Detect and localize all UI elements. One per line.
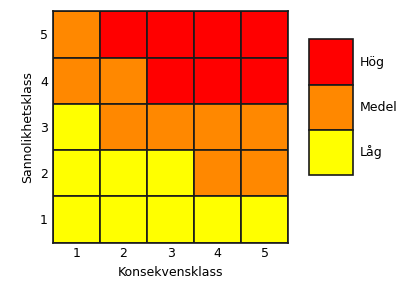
- Bar: [100, 58, 147, 104]
- Bar: [194, 11, 241, 58]
- Bar: [241, 150, 288, 196]
- Bar: [241, 11, 288, 58]
- Bar: [147, 11, 194, 58]
- Bar: [241, 58, 288, 104]
- Bar: [308, 39, 352, 85]
- Y-axis label: Sannolikhetsklass: Sannolikhetsklass: [21, 71, 34, 183]
- Bar: [241, 104, 288, 150]
- Bar: [53, 196, 100, 243]
- Bar: [194, 58, 241, 104]
- Bar: [100, 196, 147, 243]
- X-axis label: Konsekvensklass: Konsekvensklass: [117, 266, 223, 279]
- Bar: [53, 11, 100, 58]
- Bar: [100, 150, 147, 196]
- Bar: [194, 104, 241, 150]
- Bar: [147, 150, 194, 196]
- Text: Låg: Låg: [359, 145, 382, 159]
- Bar: [147, 58, 194, 104]
- Bar: [100, 11, 147, 58]
- Bar: [100, 104, 147, 150]
- Bar: [53, 58, 100, 104]
- Bar: [308, 130, 352, 175]
- Text: Hög: Hög: [359, 56, 384, 69]
- Bar: [194, 150, 241, 196]
- Bar: [53, 104, 100, 150]
- Bar: [194, 196, 241, 243]
- Bar: [308, 85, 352, 130]
- Bar: [241, 196, 288, 243]
- Text: Medel: Medel: [359, 101, 396, 114]
- Bar: [147, 104, 194, 150]
- Bar: [53, 150, 100, 196]
- Bar: [147, 196, 194, 243]
